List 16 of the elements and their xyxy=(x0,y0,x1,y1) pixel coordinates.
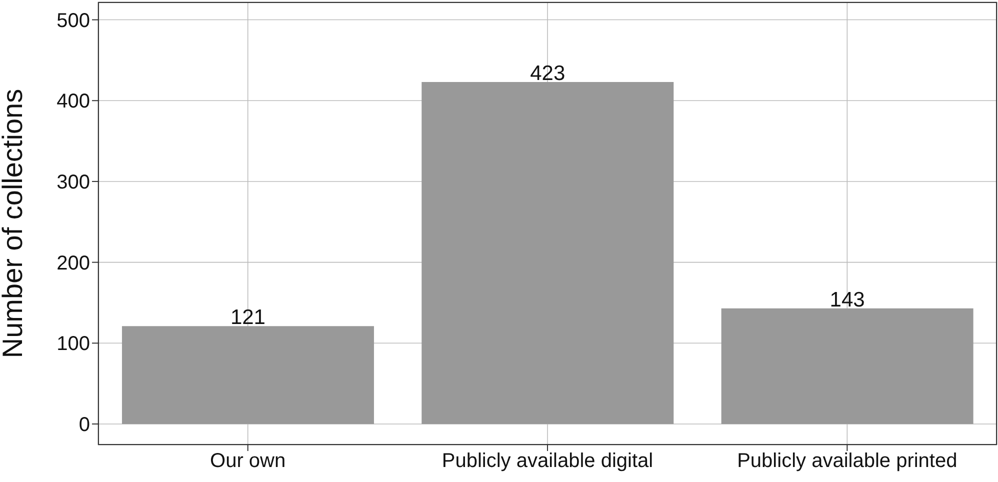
bar xyxy=(122,326,374,424)
y-tick-label: 400 xyxy=(56,90,90,113)
data-label: 423 xyxy=(530,62,566,86)
y-tick-label: 100 xyxy=(56,333,90,356)
y-tick-label: 300 xyxy=(56,172,90,194)
x-tick-label: Publicly available digital xyxy=(442,450,654,472)
bar xyxy=(721,308,974,424)
y-tick-label: 0 xyxy=(78,414,90,436)
y-tick-label: 500 xyxy=(56,10,90,32)
y-tick-label: 200 xyxy=(56,252,90,274)
data-label: 143 xyxy=(830,288,865,312)
bar xyxy=(422,82,674,424)
x-tick-label: Our own xyxy=(210,450,286,472)
y-axis-title: Number of collections xyxy=(0,88,28,358)
x-tick-label: Publicly available printed xyxy=(737,450,958,472)
data-label: 121 xyxy=(230,306,266,330)
